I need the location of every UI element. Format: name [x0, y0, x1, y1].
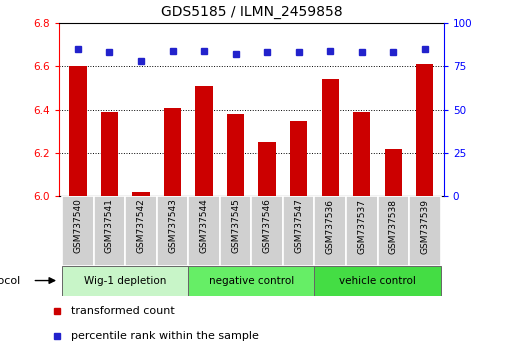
Text: GSM737538: GSM737538 — [389, 199, 398, 253]
Text: transformed count: transformed count — [71, 307, 175, 316]
Bar — [409, 196, 441, 266]
Text: Wig-1 depletion: Wig-1 depletion — [84, 275, 166, 286]
Bar — [94, 196, 125, 266]
Bar — [125, 196, 157, 266]
Bar — [157, 196, 188, 266]
Bar — [314, 266, 441, 296]
Bar — [416, 64, 433, 196]
Text: protocol: protocol — [0, 275, 21, 286]
Text: GSM737540: GSM737540 — [73, 199, 83, 253]
Bar — [62, 196, 94, 266]
Title: GDS5185 / ILMN_2459858: GDS5185 / ILMN_2459858 — [161, 5, 342, 19]
Bar — [69, 67, 87, 196]
Text: percentile rank within the sample: percentile rank within the sample — [71, 331, 259, 341]
Bar — [346, 196, 378, 266]
Bar — [195, 86, 213, 196]
Text: GSM737547: GSM737547 — [294, 199, 303, 253]
Bar — [101, 112, 118, 196]
Text: GSM737545: GSM737545 — [231, 199, 240, 253]
Text: negative control: negative control — [209, 275, 294, 286]
Text: GSM737543: GSM737543 — [168, 199, 177, 253]
Bar — [251, 196, 283, 266]
Text: GSM737536: GSM737536 — [326, 199, 334, 253]
Text: GSM737546: GSM737546 — [263, 199, 272, 253]
Bar — [385, 149, 402, 196]
Bar — [188, 266, 314, 296]
Text: GSM737542: GSM737542 — [136, 199, 146, 253]
Bar — [290, 121, 307, 196]
Bar — [378, 196, 409, 266]
Bar — [164, 108, 181, 196]
Bar — [132, 192, 150, 196]
Text: GSM737537: GSM737537 — [357, 199, 366, 253]
Bar — [322, 79, 339, 196]
Bar — [62, 266, 188, 296]
Text: GSM737544: GSM737544 — [200, 199, 209, 253]
Bar — [283, 196, 314, 266]
Text: vehicle control: vehicle control — [339, 275, 416, 286]
Bar — [227, 114, 244, 196]
Bar — [353, 112, 370, 196]
Bar — [188, 196, 220, 266]
Bar — [220, 196, 251, 266]
Text: GSM737541: GSM737541 — [105, 199, 114, 253]
Bar — [314, 196, 346, 266]
Bar — [259, 142, 276, 196]
Text: GSM737539: GSM737539 — [420, 199, 429, 253]
